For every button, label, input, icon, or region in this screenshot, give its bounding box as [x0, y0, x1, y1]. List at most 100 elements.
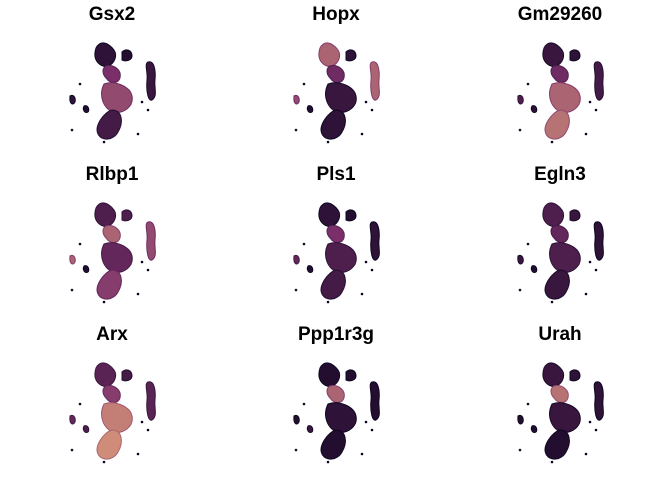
cell-point [78, 402, 82, 406]
cell-point [146, 268, 150, 272]
cluster-central-bottom [320, 109, 346, 140]
cell-point [70, 128, 74, 132]
panel-title: Rlbp1 [85, 164, 139, 185]
cell-point [518, 288, 522, 292]
cluster-top-left-blob [542, 42, 565, 67]
feature-plot-panel: Pls1 [224, 160, 448, 320]
feature-plot-panel: Arx [0, 320, 224, 480]
cluster-central-bottom [320, 269, 346, 300]
umap-scatter [517, 42, 604, 144]
panel-title: Ppp1r3g [297, 324, 375, 345]
cluster-central-mid [549, 82, 581, 113]
cluster-central-top [102, 65, 121, 83]
cluster-far-left [293, 415, 300, 425]
cluster-far-left [517, 255, 524, 265]
cluster-central-bottom [320, 429, 346, 460]
cluster-central-mid [101, 242, 133, 273]
cell-point [588, 100, 592, 104]
cluster-far-right [593, 381, 604, 421]
cell-point [140, 260, 144, 264]
panel-title: Gsx2 [88, 4, 136, 25]
cluster-central-top [102, 225, 121, 243]
cell-point [526, 82, 530, 86]
umap-scatter [69, 42, 156, 144]
cell-point [70, 448, 74, 452]
cell-point [360, 132, 364, 136]
cell-point [370, 428, 374, 432]
cell-point [326, 300, 330, 304]
cluster-far-left [517, 95, 524, 105]
cluster-central-mid [325, 82, 357, 113]
cluster-central-mid [549, 402, 581, 433]
cluster-small-top-right [569, 49, 581, 62]
panel-title: Urah [538, 324, 582, 345]
cell-point [370, 108, 374, 112]
cell-point [136, 452, 140, 456]
cluster-central-bottom [544, 109, 570, 140]
feature-plot-panel: Hopx [224, 0, 448, 160]
cluster-small-top-right [345, 49, 357, 62]
cell-point [588, 420, 592, 424]
cell-point [550, 140, 554, 144]
cell-point [78, 82, 82, 86]
feature-plot-panel: Gm29260 [448, 0, 672, 160]
cluster-top-left-blob [318, 202, 341, 227]
panel-title: Hopx [312, 4, 360, 25]
cell-point [326, 460, 330, 464]
cluster-far-right [145, 221, 156, 261]
cell-point [526, 402, 530, 406]
cluster-small-top-right [345, 369, 357, 382]
cell-point [594, 268, 598, 272]
cell-point [102, 300, 106, 304]
cluster-bottom-blob [306, 105, 314, 113]
cluster-central-top [326, 385, 345, 403]
cluster-bottom-blob [82, 265, 90, 273]
cluster-small-top-right [569, 209, 581, 222]
feature-plot-panel: Urah [448, 320, 672, 480]
cluster-far-right [593, 221, 604, 261]
cluster-top-left-blob [94, 202, 117, 227]
feature-plot-panel: Egln3 [448, 160, 672, 320]
cluster-far-right [593, 61, 604, 101]
cluster-far-left [69, 95, 76, 105]
cell-point [370, 268, 374, 272]
panel-title: Pls1 [316, 164, 356, 185]
cluster-bottom-blob [82, 425, 90, 433]
cell-point [302, 82, 306, 86]
umap-scatter [293, 362, 380, 464]
cell-point [594, 108, 598, 112]
cluster-top-left-blob [318, 42, 341, 67]
cluster-central-bottom [544, 429, 570, 460]
cell-point [594, 428, 598, 432]
feature-plot-panel: Ppp1r3g [224, 320, 448, 480]
cluster-central-mid [549, 242, 581, 273]
cluster-central-mid [325, 402, 357, 433]
cluster-top-left-blob [94, 42, 117, 67]
cell-point [136, 292, 140, 296]
cell-point [146, 108, 150, 112]
panel-title: Arx [96, 324, 128, 345]
cluster-small-top-right [121, 49, 133, 62]
cell-point [294, 448, 298, 452]
cell-point [550, 460, 554, 464]
cluster-top-left-blob [94, 362, 117, 387]
cell-point [294, 128, 298, 132]
cluster-central-top [550, 225, 569, 243]
cluster-bottom-blob [306, 425, 314, 433]
cluster-central-bottom [544, 269, 570, 300]
cell-point [518, 448, 522, 452]
cell-point [360, 292, 364, 296]
cell-point [294, 288, 298, 292]
cluster-far-right [369, 61, 380, 101]
cluster-far-left [69, 255, 76, 265]
cluster-far-right [145, 381, 156, 421]
cluster-far-right [369, 221, 380, 261]
cluster-central-bottom [96, 109, 122, 140]
cluster-central-top [326, 225, 345, 243]
cell-point [146, 428, 150, 432]
cell-point [584, 452, 588, 456]
cell-point [70, 288, 74, 292]
cell-point [588, 260, 592, 264]
umap-scatter [517, 362, 604, 464]
